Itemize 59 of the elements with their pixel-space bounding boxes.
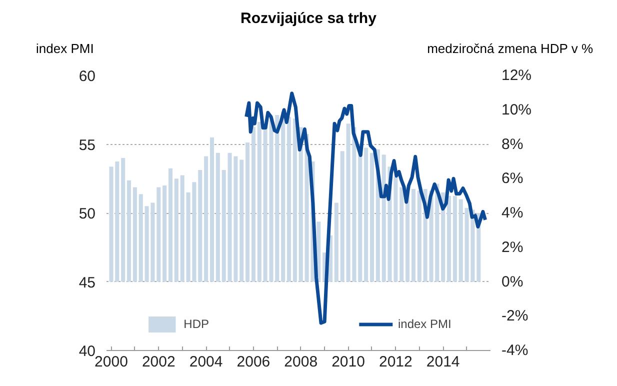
bar — [458, 199, 463, 282]
bar — [156, 187, 161, 282]
bar — [162, 186, 167, 282]
bar — [441, 192, 446, 282]
bar — [411, 188, 416, 282]
y2-tick-label: 4% — [502, 204, 524, 222]
bar — [127, 180, 132, 282]
y-tick-label: 50 — [78, 206, 96, 222]
x-tick-label: 2014 — [426, 354, 460, 370]
bar — [358, 144, 362, 282]
y2-tick-label: 10% — [502, 101, 532, 118]
x-tick-label: 2000 — [94, 354, 128, 370]
bar — [364, 148, 368, 282]
x-tick-label: 2002 — [142, 354, 176, 370]
legend-label: index PMI — [398, 317, 452, 331]
bar — [287, 116, 292, 282]
y-tick-label: 40 — [78, 343, 96, 360]
bar — [447, 196, 452, 282]
bar — [452, 196, 457, 282]
bar — [121, 158, 126, 282]
bar — [198, 170, 202, 282]
y2-tick-label: 0% — [502, 273, 524, 290]
bar — [340, 151, 344, 282]
bar — [246, 142, 250, 282]
y2-tick-label: -2% — [502, 308, 528, 325]
bar — [281, 112, 286, 282]
chart-title: Rozvijajúce sa trhy — [240, 9, 376, 29]
bar — [240, 160, 244, 282]
x-tick-label: 2008 — [284, 354, 318, 370]
y-axis-title: index PMI — [36, 40, 94, 58]
bar — [180, 175, 184, 282]
bar — [251, 127, 256, 282]
bar — [132, 187, 137, 282]
y2-tick-label: -4% — [502, 342, 528, 359]
x-tick-label: 2012 — [379, 354, 412, 370]
bar — [138, 194, 143, 282]
legend-label: HDP — [184, 317, 209, 331]
y2-tick-label: 2% — [502, 238, 524, 256]
y2-axis-title: medziročná zmena HDP v % — [427, 40, 593, 58]
y-tick-label: 45 — [78, 274, 96, 292]
bar — [292, 118, 297, 282]
y-tick-label: 55 — [78, 136, 96, 154]
y2-tick-label: 8% — [502, 136, 524, 153]
bar — [216, 152, 220, 282]
bar — [370, 152, 374, 282]
x-tick-label: 2004 — [189, 354, 223, 370]
bar — [257, 122, 262, 282]
x-tick-label: 2006 — [236, 354, 270, 370]
bar — [417, 190, 422, 282]
y2-tick-label: 6% — [502, 170, 524, 188]
bar — [210, 137, 214, 282]
bar — [204, 156, 208, 282]
x-tick-label: 2010 — [332, 354, 365, 370]
bar — [174, 178, 178, 282]
y2-tick-label: 12% — [502, 67, 532, 84]
y-tick-label: 60 — [78, 68, 96, 85]
bar — [400, 187, 404, 282]
bar — [168, 168, 173, 282]
bar — [334, 202, 338, 282]
